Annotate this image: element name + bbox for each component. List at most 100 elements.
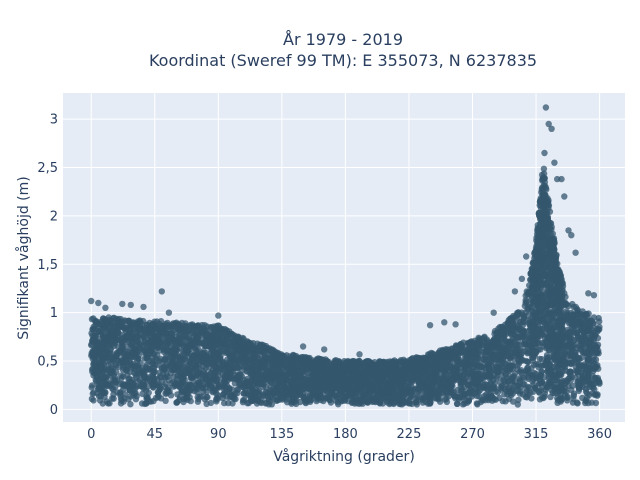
scatter-point bbox=[399, 368, 406, 375]
scatter-point bbox=[580, 337, 587, 344]
scatter-point bbox=[419, 393, 426, 400]
data-points bbox=[88, 104, 603, 408]
scatter-point bbox=[90, 315, 97, 322]
scatter-point bbox=[304, 365, 311, 372]
scatter-point bbox=[174, 398, 181, 406]
scatter-point bbox=[574, 316, 581, 323]
scatter-point bbox=[297, 391, 304, 398]
scatter-point bbox=[278, 376, 285, 383]
scatter-point bbox=[414, 361, 421, 369]
scatter-point bbox=[512, 387, 519, 395]
scatter-point bbox=[140, 371, 147, 378]
scatter-point bbox=[469, 364, 476, 371]
scatter-point bbox=[194, 398, 202, 405]
scatter-point bbox=[584, 340, 592, 347]
scatter-point bbox=[390, 400, 397, 408]
scatter-point bbox=[129, 344, 137, 351]
scatter-point bbox=[148, 323, 155, 330]
scatter-point bbox=[540, 165, 548, 172]
scatter-point bbox=[358, 397, 366, 404]
scatter-point bbox=[325, 394, 332, 401]
scatter-point bbox=[490, 377, 497, 384]
scatter-point bbox=[409, 392, 416, 399]
scatter-point bbox=[222, 384, 229, 391]
scatter-point bbox=[467, 389, 474, 396]
scatter-point bbox=[413, 354, 420, 362]
scatter-point bbox=[152, 394, 160, 402]
scatter-point bbox=[479, 375, 487, 383]
scatter-point bbox=[443, 395, 450, 403]
scatter-point bbox=[564, 393, 571, 400]
scatter-point bbox=[516, 358, 523, 365]
scatter-point bbox=[518, 309, 525, 316]
scatter-point bbox=[461, 392, 469, 399]
scatter-point bbox=[261, 345, 268, 352]
scatter-point bbox=[327, 399, 335, 406]
scatter-point bbox=[179, 377, 187, 385]
scatter-point bbox=[226, 394, 234, 401]
scatter-point bbox=[201, 371, 209, 378]
scatter-point bbox=[592, 331, 599, 339]
scatter-point bbox=[88, 384, 95, 391]
scatter-point bbox=[217, 355, 224, 362]
scatter-point bbox=[358, 387, 365, 394]
scatter-point bbox=[469, 370, 476, 377]
scatter-point bbox=[220, 329, 227, 336]
scatter-point bbox=[499, 335, 506, 343]
scatter-point bbox=[582, 397, 589, 405]
scatter-point bbox=[137, 344, 144, 351]
scatter-point bbox=[476, 393, 483, 400]
scatter-point bbox=[480, 339, 487, 346]
scatter-point bbox=[236, 381, 243, 388]
scatter-point bbox=[348, 372, 355, 379]
scatter-point bbox=[109, 385, 116, 392]
scatter-point bbox=[118, 375, 125, 382]
scatter-point bbox=[187, 374, 194, 382]
scatter-point bbox=[569, 300, 576, 308]
scatter-point bbox=[257, 361, 264, 369]
scatter-point bbox=[589, 390, 596, 397]
scatter-point bbox=[349, 398, 356, 406]
scatter-point bbox=[574, 306, 581, 313]
scatter-point bbox=[90, 389, 97, 396]
scatter-point bbox=[229, 400, 236, 407]
scatter-point bbox=[489, 397, 496, 404]
scatter-point bbox=[520, 314, 527, 322]
scatter-point bbox=[502, 398, 509, 405]
scatter-point bbox=[147, 333, 154, 340]
scatter-point bbox=[214, 328, 222, 335]
scatter-point bbox=[474, 355, 482, 363]
scatter-point bbox=[590, 337, 597, 344]
scatter-point bbox=[156, 337, 163, 344]
scatter-point bbox=[167, 392, 175, 399]
scatter-point bbox=[118, 338, 125, 345]
scatter-point bbox=[440, 374, 447, 382]
scatter-point bbox=[242, 386, 249, 394]
scatter-point bbox=[514, 401, 521, 408]
scatter-point bbox=[180, 331, 188, 339]
scatter-point bbox=[496, 358, 503, 366]
scatter-point bbox=[142, 345, 149, 353]
scatter-point bbox=[248, 376, 255, 383]
scatter-point bbox=[437, 350, 444, 357]
scatter-point bbox=[311, 383, 318, 390]
scatter-point bbox=[125, 317, 132, 325]
scatter-point bbox=[565, 329, 572, 336]
scatter-point bbox=[213, 396, 220, 403]
scatter-point bbox=[473, 379, 480, 387]
scatter-point bbox=[283, 394, 290, 401]
scatter-point bbox=[456, 393, 464, 401]
scatter-point bbox=[153, 323, 160, 330]
scatter-point bbox=[307, 396, 314, 404]
scatter-point bbox=[164, 319, 171, 327]
scatter-point bbox=[161, 383, 168, 390]
scatter-point bbox=[239, 399, 247, 406]
scatter-point bbox=[249, 397, 256, 404]
scatter-point bbox=[427, 374, 434, 381]
scatter-point bbox=[510, 398, 517, 405]
scatter-point bbox=[165, 377, 173, 384]
scatter-point bbox=[310, 377, 317, 384]
scatter-point bbox=[222, 379, 229, 386]
scatter-point bbox=[353, 390, 360, 398]
scatter-point bbox=[497, 346, 505, 354]
